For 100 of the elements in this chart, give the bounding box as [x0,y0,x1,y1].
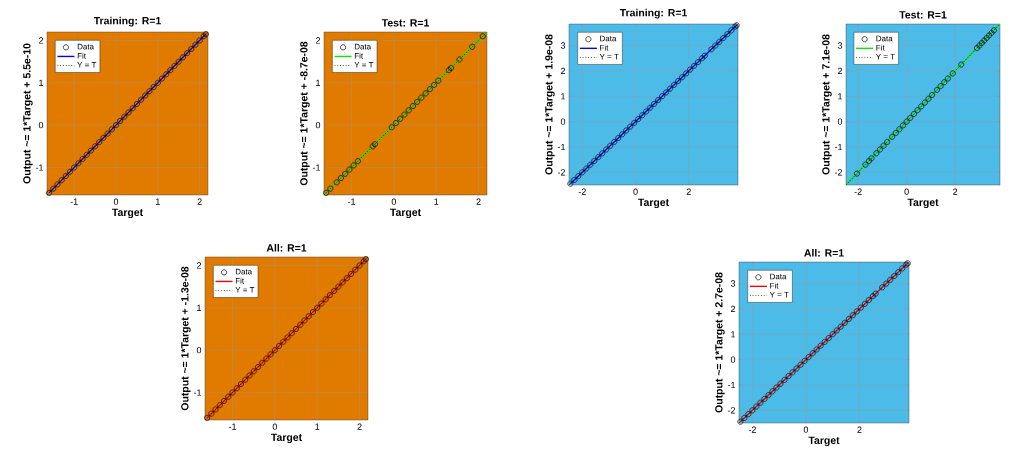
point [809,350,816,357]
point [627,123,634,130]
point [348,270,355,277]
point [121,113,128,120]
y-tick-label: 2 [196,262,202,269]
point [879,284,886,291]
point [479,33,486,40]
y-tick-label: 1 [39,79,44,86]
point [978,40,985,46]
y-axis-title: Output ~= 1*Target + 5.5e-10 [23,43,33,184]
y-tick-label: 0 [315,121,321,129]
point [337,175,344,182]
x-tick-label: 0 [803,426,809,433]
point [225,393,232,400]
point [456,56,463,63]
point [46,189,53,196]
point [853,308,860,315]
x-tick-label: 2 [857,426,862,433]
point [857,304,864,311]
point [914,107,921,114]
point [263,355,270,362]
y-tick-label: 1 [838,93,843,100]
point [687,66,694,73]
point [753,403,760,410]
y-tick-label: -1 [193,389,202,396]
point [611,138,618,145]
point [125,109,132,116]
y-axis-title: Output ~= 1*Target + -8.7e-08 [300,41,310,186]
point [837,323,844,330]
y-tick-label: -1 [312,164,321,171]
x-tick-label: 0 [113,198,119,205]
point [405,107,412,114]
y-tick-label: 0 [196,346,202,354]
point [773,384,780,391]
point [745,411,752,418]
x-axis-title: Target [808,436,840,447]
point [254,364,261,371]
point [884,138,891,145]
point [323,189,330,196]
point [393,120,399,126]
point [701,52,708,59]
point [259,359,266,366]
point [142,92,149,99]
x-axis-title: Target [112,208,143,219]
point [833,327,840,334]
y-tick-label: -1 [557,143,566,151]
point [448,65,454,71]
point [615,135,622,142]
x-axis-title: Target [390,208,421,219]
chart-title: Training: R=1 [93,16,161,27]
point [138,96,145,103]
point [983,34,990,41]
point [354,158,361,165]
point [623,127,630,134]
point [769,388,776,395]
point [342,170,349,177]
point [880,142,887,149]
point [797,361,804,368]
point [575,173,582,180]
point [179,54,186,61]
point [591,157,598,164]
point [159,75,165,82]
x-tick-label: 0 [272,423,278,430]
point [276,342,283,349]
y-tick-label: 0 [730,356,736,363]
point [655,97,662,104]
x-tick-label: 0 [633,188,638,195]
point [154,79,161,86]
point [724,31,731,38]
point [100,134,107,141]
point [895,269,902,276]
point [297,321,304,328]
point [761,395,768,402]
point [921,99,928,106]
point [133,101,140,107]
point [873,150,880,157]
point [326,292,333,299]
y-axis-title: Output ~= 1*Target + 2.7e-08 [715,272,725,413]
point [108,126,115,133]
point [246,372,253,379]
point [958,61,965,68]
x-axis-title: Target [638,198,669,209]
point [113,122,119,129]
x-tick-label: 2 [357,423,362,430]
x-tick-label: 1 [434,198,439,205]
point [841,319,848,326]
x-tick-label: 1 [156,198,160,205]
point [695,59,702,65]
point [941,79,948,86]
chart-title: Test: R=1 [381,19,429,27]
point [866,157,872,164]
point [777,380,784,387]
point [350,162,357,169]
y-tick-label: 1 [561,93,566,100]
point [728,27,735,34]
point [708,46,715,53]
point [50,185,57,192]
x-tick-label: -2 [854,188,862,195]
point [903,118,910,125]
x-tick-label: -1 [70,198,78,205]
